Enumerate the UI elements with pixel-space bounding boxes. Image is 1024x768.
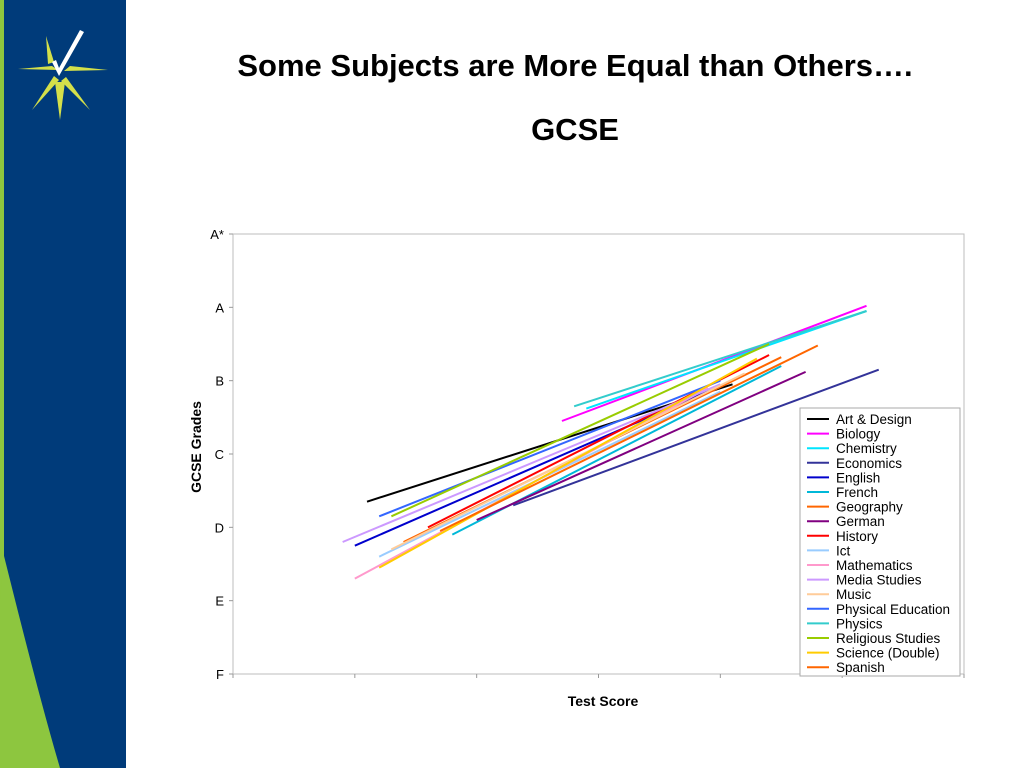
legend-label: Mathematics <box>836 558 913 573</box>
y-tick-label: E <box>215 594 224 609</box>
legend-label: Music <box>836 587 872 602</box>
series-line <box>390 343 770 518</box>
slide-subtitle: GCSE <box>531 112 619 147</box>
legend-label: Spanish <box>836 660 885 675</box>
series-line <box>378 379 721 518</box>
legend-label: Physical Education <box>836 602 950 617</box>
x-axis-label: Test Score <box>568 693 639 709</box>
legend-label: English <box>836 470 880 485</box>
series-line <box>390 372 746 551</box>
legend-label: Biology <box>836 427 881 442</box>
y-tick-label: D <box>215 520 224 535</box>
legend-label: French <box>836 485 878 500</box>
legend-label: Physics <box>836 616 883 631</box>
legend-label: German <box>836 514 885 529</box>
legend-label: History <box>836 529 878 544</box>
legend-label: Geography <box>836 500 903 515</box>
y-tick-label: B <box>215 374 224 389</box>
y-tick-label: F <box>216 667 224 682</box>
series-line <box>439 344 819 532</box>
slide-title: Some Subjects are More Equal than Others… <box>237 48 913 83</box>
star-checkmark-logo <box>18 30 108 120</box>
legend-label: Religious Studies <box>836 631 941 646</box>
sidebar-green-edge <box>0 0 4 600</box>
legend-label: Art & Design <box>836 412 912 427</box>
series-line <box>573 310 867 408</box>
legend-label: Economics <box>836 456 902 471</box>
series-line <box>342 383 721 543</box>
legend-label: Chemistry <box>836 441 897 456</box>
y-tick-label: A <box>215 300 224 315</box>
sidebar-decoration <box>0 0 126 768</box>
legend-label: Science (Double) <box>836 646 940 661</box>
series-line <box>476 370 807 521</box>
y-tick-label: C <box>215 447 224 462</box>
sidebar-green-swoosh <box>0 540 60 768</box>
legend-label: Media Studies <box>836 573 922 588</box>
y-axis-label: GCSE Grades <box>188 401 204 493</box>
series-line <box>512 368 880 507</box>
y-tick-label: A* <box>210 227 224 242</box>
legend-box <box>799 407 961 677</box>
legend-label: Ict <box>836 543 851 558</box>
series-line <box>378 357 758 569</box>
